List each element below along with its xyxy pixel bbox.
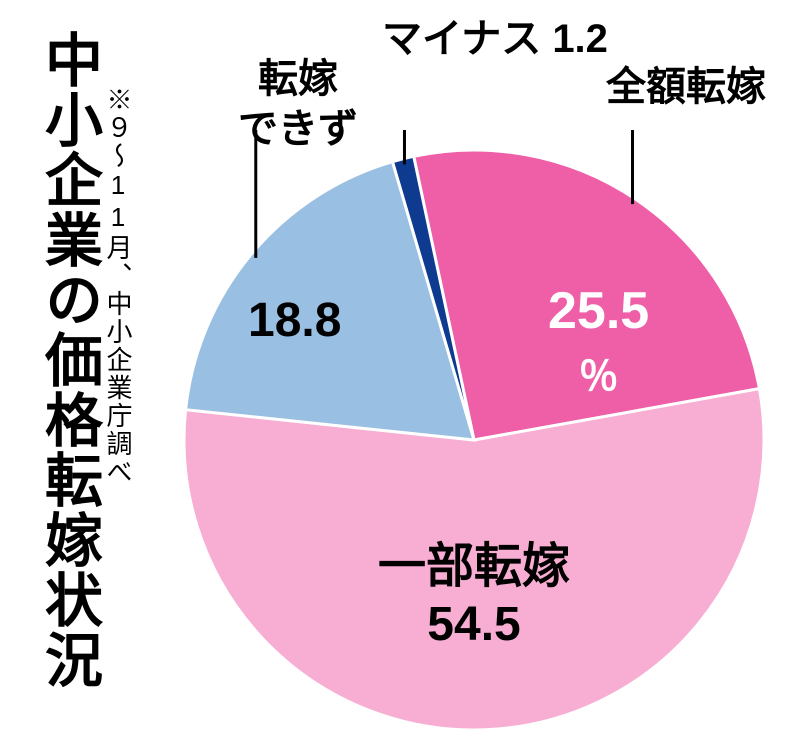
figure-root: 中小企業の価格転嫁状況 ※９〜11月、中小企業庁調べ マイナス 1.2 転嫁 で…: [0, 0, 800, 748]
chart-subtitle: ※９〜11月、中小企業庁調べ: [100, 86, 137, 486]
slice-label-partial: 一部転嫁 54.5: [378, 538, 570, 653]
slice-label-none: 18.8: [248, 292, 341, 350]
callout-zengaku: 全額転嫁: [606, 62, 766, 112]
slice-full-value: 25.5: [548, 282, 649, 340]
slice-none-value: 18.8: [248, 294, 341, 347]
slice-label-full: 25.5 ％: [548, 280, 649, 405]
pie-chart: [164, 130, 784, 748]
slice-partial-name: 一部転嫁: [378, 540, 570, 593]
callout-dekizu-l1: 転嫁: [258, 57, 338, 101]
slice-full-unit: ％: [579, 355, 619, 399]
leader-full: [633, 130, 640, 204]
callout-minus: マイナス 1.2: [382, 14, 608, 64]
pie-svg: [164, 130, 784, 748]
chart-title: 中小企業の価格転嫁状況: [26, 30, 110, 690]
slice-partial-value: 54.5: [427, 598, 520, 651]
